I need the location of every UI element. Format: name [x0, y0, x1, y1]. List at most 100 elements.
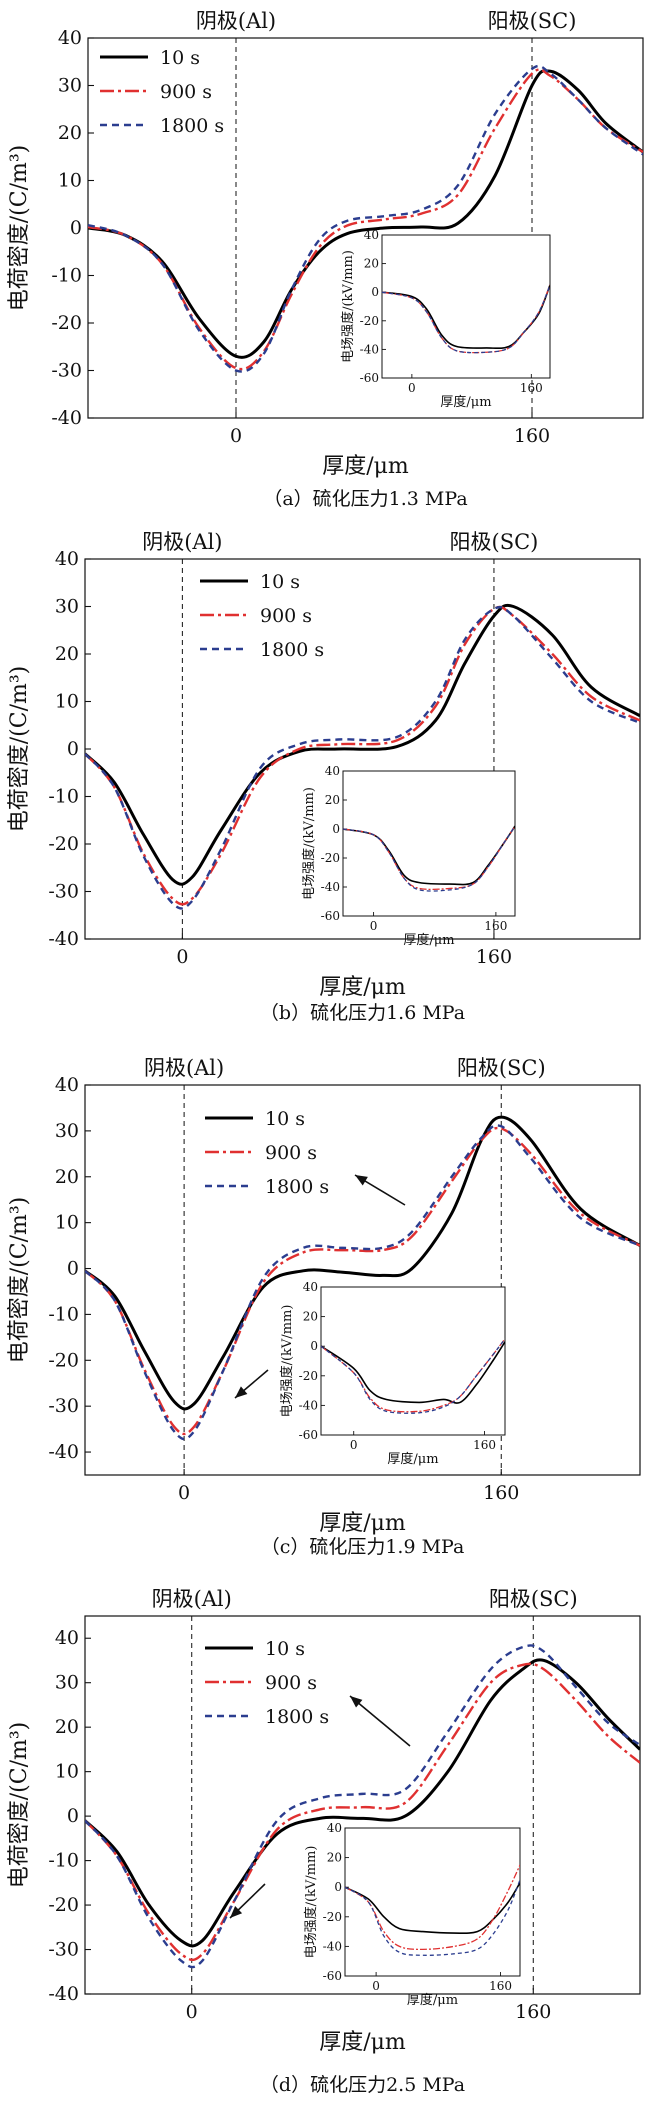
y-tick-label: 20 — [55, 643, 79, 665]
y-tick-label: -20 — [51, 312, 82, 334]
inset-y-tick-label: -20 — [360, 314, 379, 328]
legend-label: 1800 s — [265, 1706, 329, 1728]
x-tick-label: 0 — [178, 1482, 190, 1504]
x-tick-label: 0 — [230, 425, 242, 447]
inset-y-tick-label: 20 — [327, 1851, 342, 1865]
inset-x-axis-title: 厚度/μm — [387, 1451, 438, 1467]
inset-y-tick-label: -40 — [360, 342, 379, 356]
y-tick-label: -40 — [51, 407, 82, 429]
legend-label: 10 s — [260, 571, 300, 593]
series-line — [85, 1115, 640, 1411]
inset-series-line — [345, 1864, 520, 1951]
legend-label: 1800 s — [265, 1176, 329, 1198]
inset-frame — [320, 1286, 506, 1436]
y-tick-label: 30 — [55, 1672, 79, 1694]
y-tick-label: 20 — [55, 1166, 79, 1188]
legend-label: 900 s — [160, 81, 212, 103]
y-tick-label: 0 — [67, 738, 79, 760]
electrode-label: 阴极(Al) — [144, 1056, 224, 1080]
legend-label: 1800 s — [160, 115, 224, 137]
inset-y-tick-label: 0 — [334, 1880, 342, 1894]
plot-frame — [84, 1084, 641, 1476]
inset-y-tick-label: 40 — [303, 1280, 318, 1294]
inset-x-tick-label: 0 — [370, 919, 378, 933]
inset-y-tick-label: 0 — [371, 285, 379, 299]
x-axis-title: 厚度/μm — [319, 1511, 406, 1536]
electrode-label: 阴极(Al) — [152, 1587, 232, 1611]
inset-frame — [342, 770, 516, 917]
y-tick-label: 10 — [55, 691, 79, 713]
y-tick-label: 20 — [55, 1716, 79, 1738]
electrode-label: 阴极(Al) — [196, 9, 276, 33]
inset-x-axis-title: 厚度/μm — [440, 394, 491, 410]
electrode-label: 阳极(SC) — [450, 530, 539, 554]
x-axis-title: 厚度/μm — [322, 454, 409, 479]
inset-y-axis-title: 电场强度/(kV/mm) — [279, 1305, 295, 1418]
inset-y-tick-label: -20 — [299, 1369, 318, 1383]
inset-series-line — [345, 1879, 520, 1956]
legend-label: 900 s — [265, 1672, 317, 1694]
y-tick-label: -20 — [48, 833, 79, 855]
y-tick-label: 20 — [58, 122, 82, 144]
electrode-label: 阳极(SC) — [488, 9, 577, 33]
y-tick-label: -30 — [48, 881, 79, 903]
inset-y-tick-label: -40 — [299, 1398, 318, 1412]
y-tick-label: 40 — [55, 1074, 79, 1096]
series-line — [85, 605, 640, 910]
inset-y-tick-label: 40 — [325, 764, 340, 778]
y-tick-label: -30 — [51, 360, 82, 382]
y-tick-label: 40 — [55, 1627, 79, 1649]
inset-chart: 40 20 0 -20 -40 -60 0 160 电场强度/(kV/mm) 厚度/μm — [279, 1280, 506, 1467]
arrow-head — [230, 1906, 243, 1918]
series-line — [85, 603, 640, 886]
y-tick-label: -40 — [48, 1441, 79, 1463]
series-line — [85, 1124, 640, 1441]
legend-label: 1800 s — [260, 639, 324, 661]
inset-y-tick-label: 40 — [327, 1821, 342, 1835]
inset-x-tick-label: 160 — [520, 381, 543, 395]
chart-panel: 40 30 20 10 0 -10 -20 -30 -40 0 160 阴极(Al) 阳极(SC) 10 … — [7, 9, 644, 510]
series-line — [85, 1662, 640, 1962]
panel-caption: （c）硫化压力1.9 MPa — [261, 1536, 465, 1558]
x-tick-label: 160 — [476, 946, 512, 968]
electrode-label: 阴极(Al) — [142, 530, 222, 554]
chart-panel: 40 30 20 10 0 -10 -20 -30 -40 0 160 阴极(Al) 阳极(SC) 10 … — [7, 1587, 641, 2096]
chart-panel: 40 30 20 10 0 -10 -20 -30 -40 0 160 阴极(Al) 阳极(SC) 10 … — [7, 530, 641, 1024]
inset-y-tick-label: -60 — [360, 371, 379, 385]
series-line — [88, 69, 643, 359]
chart-panel: 40 30 20 10 0 -10 -20 -30 -40 0 160 阴极(Al) 阳极(SC) 10 … — [7, 1056, 641, 1558]
inset-y-tick-label: 0 — [332, 822, 340, 836]
inset-y-tick-label: 20 — [325, 793, 340, 807]
y-tick-label: -40 — [48, 928, 79, 950]
inset-series-line — [345, 1882, 520, 1934]
plot-frame — [84, 1615, 641, 1995]
electrode-label: 阳极(SC) — [489, 1587, 578, 1611]
inset-chart: 40 20 0 -20 -40 -60 0 160 电场强度/(kV/mm) 厚度/μm — [340, 228, 551, 410]
inset-y-tick-label: -40 — [321, 880, 340, 894]
inset-y-tick-label: -60 — [323, 1969, 342, 1983]
y-axis-title: 电荷密度/(C/m³) — [7, 1722, 32, 1889]
legend-label: 10 s — [265, 1638, 305, 1660]
electrode-label: 阳极(SC) — [457, 1056, 546, 1080]
y-tick-label: 40 — [58, 27, 82, 49]
y-tick-label: 30 — [55, 1120, 79, 1142]
inset-y-axis-title: 电场强度/(kV/mm) — [303, 1846, 319, 1959]
panel-caption: （d）硫化压力2.5 MPa — [260, 2074, 465, 2096]
inset-series-line — [382, 284, 550, 354]
inset-x-tick-label: 160 — [489, 1979, 512, 1993]
y-tick-label: -20 — [48, 1349, 79, 1371]
y-tick-label: 0 — [67, 1258, 79, 1280]
y-tick-label: 30 — [55, 596, 79, 618]
x-tick-label: 160 — [483, 1482, 519, 1504]
y-tick-label: 0 — [67, 1805, 79, 1827]
inset-y-tick-label: -60 — [299, 1428, 318, 1442]
x-tick-label: 0 — [186, 2001, 198, 2023]
series-line — [85, 1644, 640, 1969]
inset-x-tick-label: 160 — [484, 919, 507, 933]
y-tick-label: -10 — [51, 265, 82, 287]
inset-series-line — [321, 1338, 505, 1414]
legend-label: 900 s — [260, 605, 312, 627]
inset-y-tick-label: -60 — [321, 909, 340, 923]
inset-y-tick-label: 40 — [364, 228, 379, 242]
inset-y-axis-title: 电场强度/(kV/mm) — [340, 250, 356, 363]
